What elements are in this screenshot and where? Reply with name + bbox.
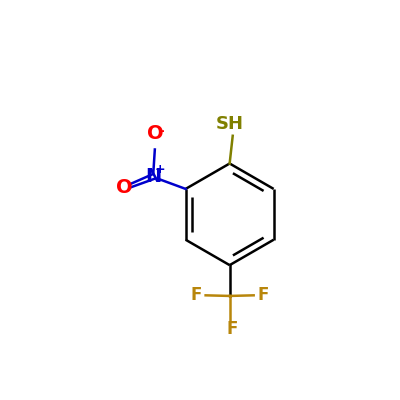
Text: SH: SH [216, 115, 244, 133]
Text: F: F [257, 286, 268, 304]
Text: F: F [191, 286, 202, 304]
Text: N: N [145, 167, 162, 186]
Text: -: - [159, 124, 164, 138]
Text: F: F [226, 320, 238, 338]
Text: O: O [116, 178, 133, 197]
Text: O: O [146, 124, 163, 143]
Text: +: + [155, 163, 165, 176]
